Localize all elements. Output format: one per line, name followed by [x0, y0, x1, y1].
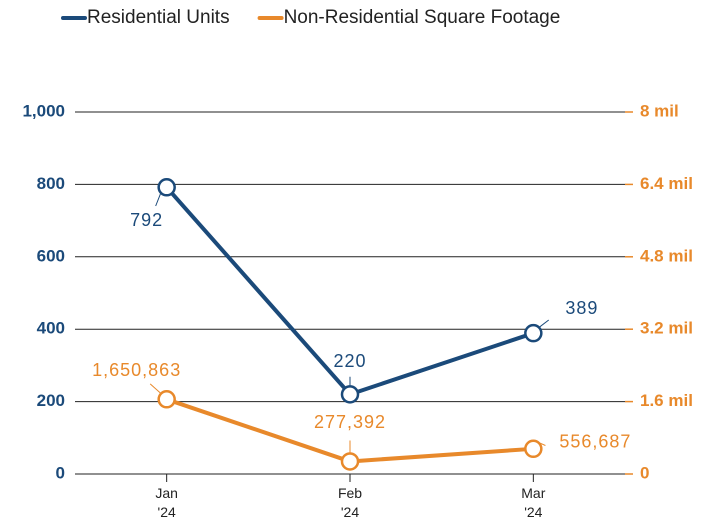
marker: [157, 390, 176, 409]
data-label: 220: [333, 351, 366, 371]
data-label: 277,392: [314, 412, 386, 432]
data-label: 792: [130, 210, 163, 230]
y-tick-label: 400: [37, 319, 65, 338]
x-tick-label: Jan '24: [155, 485, 178, 520]
leader-line: [155, 193, 162, 207]
x-tick-label: Feb '24: [338, 485, 362, 520]
y2-tick-label: 4.8 mil: [640, 246, 693, 265]
data-label: 556,687: [559, 432, 631, 452]
data-label: 1,650,863: [92, 360, 181, 380]
data-label: 389: [565, 298, 598, 318]
y-tick-label: 800: [37, 174, 65, 193]
legend-label: Residential Units: [87, 7, 230, 28]
y2-tick-label: 6.4 mil: [640, 174, 693, 193]
marker: [340, 385, 360, 404]
marker: [157, 178, 176, 197]
y-tick-label: 0: [56, 463, 65, 482]
marker: [524, 439, 543, 459]
legend-label: Non-Residential Square Footage: [284, 7, 561, 28]
y2-tick-label: 8 mil: [640, 101, 679, 120]
marker: [524, 323, 543, 343]
y2-tick-label: 1.6 mil: [640, 391, 693, 410]
y2-tick-label: 3.2 mil: [640, 319, 693, 338]
leader-line: [539, 319, 550, 328]
x-tick-label: Mar '24: [521, 485, 545, 520]
marker: [340, 452, 360, 471]
y2-tick-label: 0: [640, 463, 649, 482]
y-tick-label: 1,000: [22, 101, 65, 120]
y-tick-label: 600: [37, 246, 65, 265]
y-tick-label: 200: [37, 391, 65, 410]
leader-line: [149, 383, 162, 394]
